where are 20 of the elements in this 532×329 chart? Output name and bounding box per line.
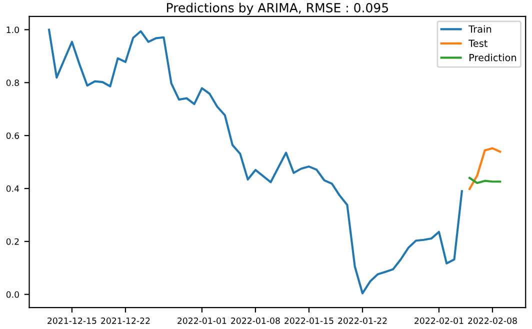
x-tick-label: 2021-12-22 <box>101 317 150 324</box>
y-tick-label: 0.8 <box>6 80 19 86</box>
line-series <box>48 28 463 294</box>
x-tick-label: 2022-01-15 <box>284 317 334 324</box>
x-tick-label: 2022-01-01 <box>178 317 226 324</box>
y-tick-label: 0.0 <box>6 291 19 298</box>
legend-label: Prediction <box>470 54 516 62</box>
line-series <box>468 147 502 190</box>
legend-label: Train <box>468 25 492 33</box>
x-tick-label: 2021-12-15 <box>48 317 96 324</box>
x-tick-label: 2022-01-22 <box>338 317 387 324</box>
chart-title: Predictions by ARIMA, RMSE : 0.095 <box>167 2 388 15</box>
y-tick-label: 0.6 <box>6 132 19 139</box>
x-tick-label: 2022-02-08 <box>468 317 517 324</box>
y-tick-label: 1.0 <box>6 26 19 34</box>
y-tick-label: 0.2 <box>6 238 19 245</box>
y-tick-label: 0.4 <box>6 185 20 192</box>
x-tick-label: 2022-02-01 <box>414 317 464 324</box>
legend-label: Test <box>468 40 488 47</box>
x-tick-label: 2022-01-08 <box>231 317 280 324</box>
